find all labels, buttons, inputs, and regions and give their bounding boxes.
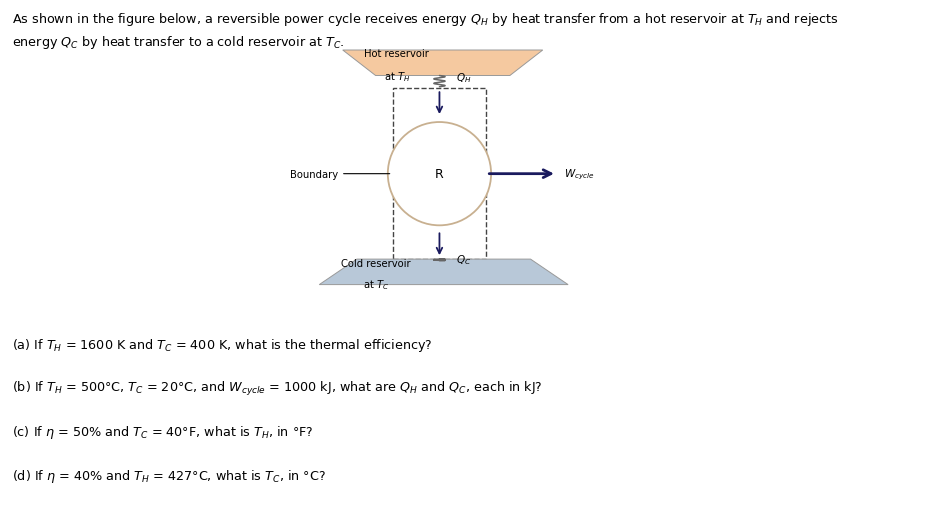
Bar bbox=[393, 89, 486, 260]
Text: energy $Q_C$ by heat transfer to a cold reservoir at $T_C$.: energy $Q_C$ by heat transfer to a cold … bbox=[12, 34, 345, 51]
Text: Cold reservoir: Cold reservoir bbox=[341, 258, 410, 268]
Text: (c) If $\eta$ = 50% and $T_C$ = 40°F, what is $T_H$, in °F?: (c) If $\eta$ = 50% and $T_C$ = 40°F, wh… bbox=[12, 423, 314, 440]
Text: (d) If $\eta$ = 40% and $T_H$ = 427°C, what is $T_C$, in °C?: (d) If $\eta$ = 40% and $T_H$ = 427°C, w… bbox=[12, 467, 326, 484]
Ellipse shape bbox=[388, 123, 491, 226]
Text: $W_{cycle}$: $W_{cycle}$ bbox=[564, 167, 595, 182]
Text: (a) If $T_H$ = 1600 K and $T_C$ = 400 K, what is the thermal efficiency?: (a) If $T_H$ = 1600 K and $T_C$ = 400 K,… bbox=[12, 336, 433, 353]
Text: at $T_C$: at $T_C$ bbox=[362, 277, 389, 291]
Text: $Q_H$: $Q_H$ bbox=[456, 71, 471, 84]
Polygon shape bbox=[343, 51, 543, 76]
Text: As shown in the figure below, a reversible power cycle receives energy $Q_H$ by : As shown in the figure below, a reversib… bbox=[12, 11, 839, 28]
Text: $Q_C$: $Q_C$ bbox=[456, 252, 471, 267]
Text: at $T_H$: at $T_H$ bbox=[383, 70, 410, 83]
Text: R: R bbox=[435, 168, 444, 181]
Polygon shape bbox=[319, 260, 568, 285]
Text: Boundary: Boundary bbox=[290, 169, 338, 179]
Text: (b) If $T_H$ = 500°C, $T_C$ = 20°C, and $W_{cycle}$ = 1000 kJ, what are $Q_H$ an: (b) If $T_H$ = 500°C, $T_C$ = 20°C, and … bbox=[12, 379, 543, 397]
Text: Hot reservoir: Hot reservoir bbox=[364, 48, 429, 59]
